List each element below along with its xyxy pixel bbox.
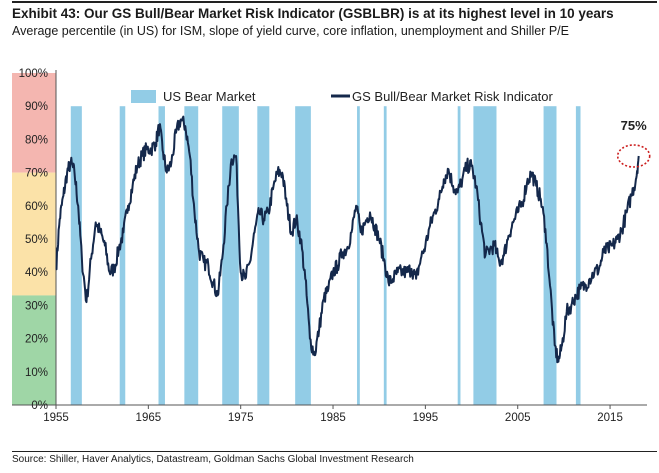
legend-label-indicator: GS Bull/Bear Market Risk Indicator: [352, 89, 554, 104]
y-tick-label: 40%: [25, 267, 48, 279]
x-tick-label: 1955: [43, 412, 69, 424]
y-tick-label: 20%: [25, 334, 48, 346]
risk-zone-red: [12, 73, 56, 173]
x-tick-label: 2015: [597, 412, 623, 424]
y-tick-label: 50%: [25, 234, 48, 246]
top-rule: [12, 1, 657, 3]
bear-market-band-6: [257, 106, 270, 405]
x-tick-label: 1995: [413, 412, 439, 424]
y-tick-label: 70%: [25, 168, 48, 180]
bear-market-band-5: [222, 106, 239, 405]
legend-swatch-bear: [131, 90, 156, 103]
latest-value-label: 75%: [621, 118, 647, 133]
y-tick-label: 80%: [25, 134, 48, 146]
bear-market-band-8: [357, 106, 360, 405]
bear-market-band-13: [575, 106, 581, 405]
y-tick-label: 10%: [25, 367, 48, 379]
x-tick-label: 1965: [136, 412, 162, 424]
y-tick-label: 60%: [25, 201, 48, 213]
bear-market-band-9: [383, 106, 387, 405]
y-tick-label: 0%: [31, 400, 48, 412]
y-tick-label: 100%: [19, 68, 48, 80]
bear-market-band-4: [184, 106, 199, 405]
bear-market-band-1: [70, 106, 82, 405]
exhibit-title: Exhibit 43: Our GS Bull/Bear Market Risk…: [12, 6, 614, 21]
risk-indicator-chart: 0% 10% 20% 30% 40% 50% 60% 70% 80% 90% 100% 1955 19…: [12, 68, 651, 424]
bear-market-band-10: [457, 106, 461, 405]
latest-value-circle: [616, 144, 651, 168]
x-tick-label: 1975: [228, 412, 254, 424]
legend-label-bear: US Bear Market: [163, 89, 256, 104]
bear-market-band-2: [119, 106, 126, 405]
risk-zone-yellow: [12, 172, 56, 296]
series-line-gs-bull-bear-indicator: [55, 115, 640, 364]
source-note: Source: Shiller, Haver Analytics, Datast…: [12, 454, 414, 465]
bear-market-band-3: [158, 106, 165, 405]
y-tick-label: 30%: [25, 300, 48, 312]
x-tick-label: 1985: [320, 412, 346, 424]
bottom-rule: [12, 451, 657, 452]
bear-market-band-12: [543, 106, 557, 405]
exhibit-subtitle: Average percentile (in US) for ISM, slop…: [12, 24, 569, 38]
y-tick-label: 90%: [25, 101, 48, 113]
risk-zone-green: [12, 295, 56, 405]
x-tick-label: 2005: [505, 412, 531, 424]
